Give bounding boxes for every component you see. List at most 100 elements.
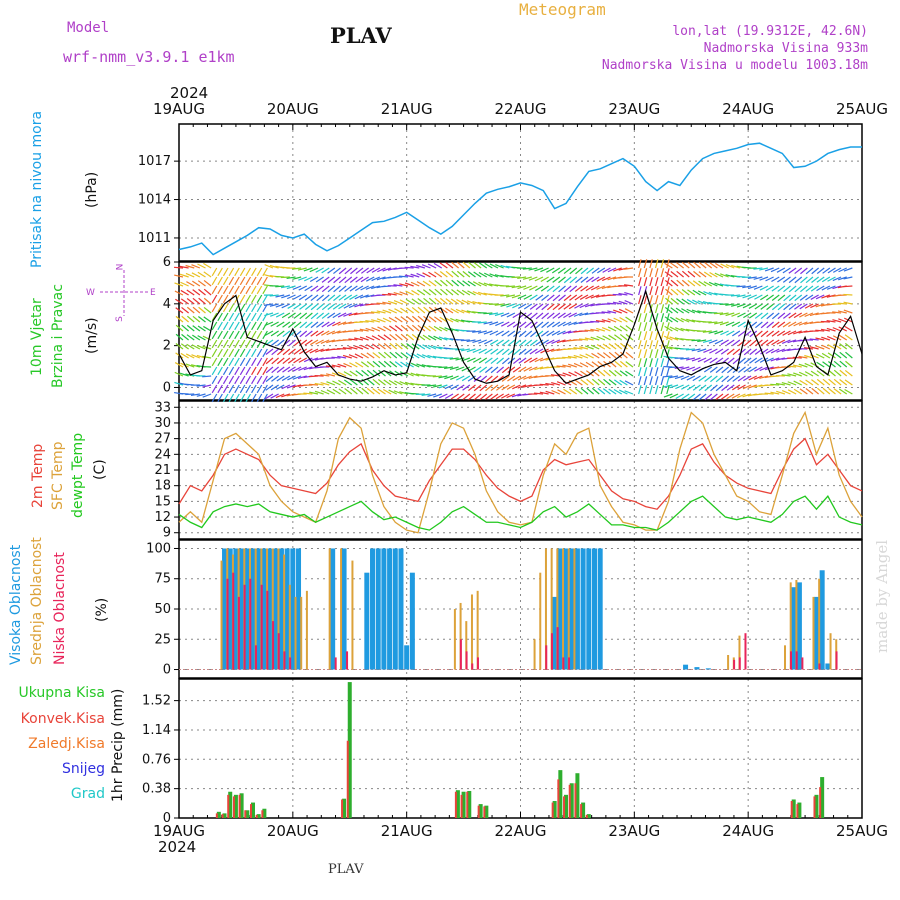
precip-bar (551, 802, 554, 818)
wind-arrow (444, 384, 454, 390)
wind-arrow (239, 321, 246, 331)
wind-arrow (222, 321, 229, 331)
wind-arrow (211, 375, 218, 385)
wind-arrow (348, 354, 358, 359)
wind-arrow (654, 331, 659, 341)
wind-arrow (523, 357, 533, 364)
wind-arrow (782, 321, 791, 328)
wind-arrow (309, 267, 319, 273)
wind-arrow (698, 393, 707, 401)
cloud-bar (256, 548, 262, 670)
wind-arrow (563, 294, 572, 302)
wind-arrow (355, 361, 364, 368)
wind-arrow (816, 285, 825, 292)
wind-arrow (433, 262, 443, 269)
wind-arrow (181, 324, 190, 332)
wind-arrow (222, 384, 229, 394)
wind-arrow (725, 274, 735, 278)
wind-arrow (777, 303, 786, 311)
wind-arrow (619, 370, 628, 377)
wind-arrow (483, 321, 493, 325)
wind-arrow (601, 319, 611, 323)
wind-arrow (389, 342, 398, 350)
wind-arrow (422, 289, 431, 296)
wind-arrow (788, 276, 797, 284)
wind-arrow (738, 339, 746, 347)
wind-arrow (614, 369, 623, 377)
wind-arrow (681, 308, 690, 314)
wind-arrow (388, 316, 398, 323)
wind-arrow (305, 312, 313, 320)
wind-arrow (573, 362, 583, 368)
y-tick-label: 2 (163, 339, 171, 354)
wind-arrow (456, 261, 465, 269)
wind-arrow (256, 321, 263, 331)
wind-arrow (185, 353, 195, 359)
wind-arrow (575, 276, 583, 284)
wind-arrow (654, 277, 659, 287)
wind-arrow (591, 361, 600, 368)
wind-arrow (316, 312, 325, 320)
wind-arrow (732, 330, 741, 337)
wind-arrow (783, 303, 791, 311)
wind-arrow (686, 298, 696, 305)
wind-arrow (614, 351, 623, 359)
wind-arrow (737, 321, 746, 328)
wind-arrow (472, 339, 482, 344)
wind-arrow (372, 369, 381, 377)
cloud-bar (459, 639, 462, 670)
wind-arrow (506, 384, 516, 390)
wind-arrow (524, 339, 533, 347)
cloud-bar (562, 657, 565, 670)
wind-arrow (265, 393, 274, 400)
wind-arrow (557, 312, 566, 319)
wind-arrow (245, 375, 252, 385)
wind-arrow (809, 346, 819, 350)
wind-arrow (501, 339, 510, 346)
wind-arrow (467, 280, 476, 287)
wind-arrow (597, 361, 606, 368)
wind-arrow (574, 379, 583, 386)
wind-arrow (804, 303, 814, 309)
wind-arrow (251, 339, 257, 349)
wind-arrow (743, 339, 752, 347)
wind-arrow (501, 321, 510, 327)
wind-arrow (704, 384, 713, 392)
wind-arrow (342, 354, 352, 359)
wind-arrow (461, 375, 471, 382)
wind-arrow (256, 357, 263, 367)
wind-arrow (360, 276, 369, 283)
wind-arrow (203, 306, 212, 314)
wind-arrow (783, 294, 791, 302)
cloud-bar (795, 651, 798, 670)
x-day-label-top: 25AUG (836, 100, 888, 118)
wind-arrow (749, 339, 758, 347)
wind-arrow (839, 351, 848, 359)
wind-arrow (821, 294, 831, 299)
wind-arrow (753, 285, 763, 290)
wind-arrow (528, 375, 538, 380)
wind-arrow (826, 327, 836, 332)
wind-arrow (303, 357, 313, 363)
wind-arrow (591, 276, 600, 283)
x-day-label-bottom: 21AUG (381, 822, 433, 840)
wind-arrow (251, 312, 257, 322)
wind-arrow (175, 298, 184, 305)
wind-arrow (534, 348, 544, 355)
wind-arrow (787, 330, 797, 336)
wind-arrow (715, 348, 724, 355)
wind-arrow (654, 376, 659, 386)
wind-arrow (468, 384, 476, 392)
wind-arrow (638, 322, 642, 332)
wind-arrow (685, 348, 695, 351)
wind-arrow (832, 311, 842, 314)
wind-arrow (669, 384, 679, 389)
wind-arrow (726, 357, 735, 365)
wind-arrow (669, 326, 679, 332)
wind-arrow (669, 393, 679, 399)
wind-arrow (394, 308, 403, 314)
wind-arrow (759, 276, 769, 281)
wind-arrow (256, 303, 263, 313)
wind-arrow (654, 340, 659, 350)
wind-arrow (343, 312, 352, 317)
